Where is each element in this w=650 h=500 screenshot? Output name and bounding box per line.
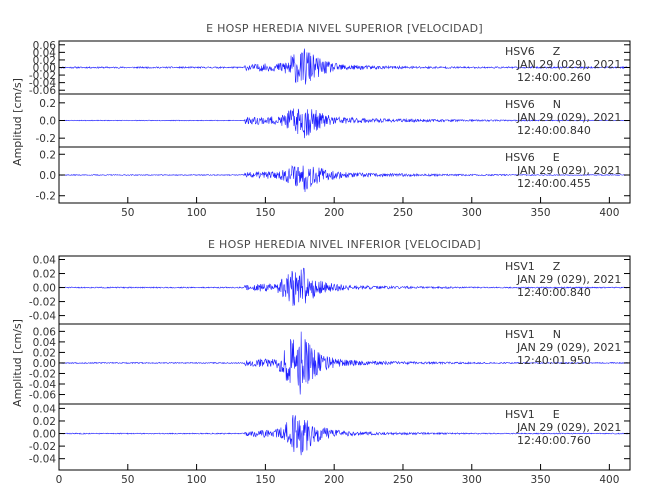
- x-tick-label: 100: [187, 474, 207, 486]
- y-tick-label: 0.06: [33, 40, 57, 52]
- date-annotation: JAN 29 (029), 2021: [516, 341, 621, 354]
- x-tick-label: 250: [393, 207, 413, 219]
- station-annotation: HSV1 Z: [505, 260, 561, 273]
- y-tick-label: 0.04: [33, 403, 57, 415]
- station-code: HSV6: [505, 45, 535, 58]
- x-tick-label: 400: [599, 474, 619, 486]
- y-tick-label: 0.02: [33, 347, 56, 359]
- x-tick-label: 200: [324, 207, 344, 219]
- component-code: Z: [553, 45, 561, 58]
- x-tick-label: 100: [187, 207, 207, 219]
- y-axis-label: Amplitud [cm/s]: [11, 319, 24, 407]
- x-tick-label: 50: [121, 207, 134, 219]
- y-tick-label: 0.04: [33, 337, 57, 349]
- x-tick-label: 0: [56, 474, 63, 486]
- y-tick-label: -0.04: [29, 379, 56, 391]
- panel-hsv1-n: -0.06-0.04-0.020.000.020.040.06 HSV1 NJAN …: [29, 323, 631, 405]
- chart-title: E HOSP HEREDIA NIVEL SUPERIOR [VELOCIDAD…: [206, 22, 483, 35]
- waveform-trace: [60, 267, 629, 306]
- date-annotation: JAN 29 (029), 2021: [516, 421, 621, 434]
- panel-hsv6-z: -0.06-0.04-0.020.000.020.040.06 HSV6 ZJAN …: [29, 40, 631, 97]
- y-tick-label: -0.02: [29, 441, 56, 453]
- y-tick-label: 0.0: [39, 116, 56, 128]
- station-annotation: HSV1 N: [505, 328, 561, 341]
- lower-figure: E HOSP HEREDIA NIVEL INFERIOR [VELOCIDAD…: [11, 238, 631, 486]
- y-tick-label: -0.2: [36, 133, 57, 145]
- date-annotation: JAN 29 (029), 2021: [516, 273, 621, 286]
- x-tick-label: 350: [531, 207, 551, 219]
- y-tick-label: -0.2: [36, 191, 57, 203]
- y-tick-label: -0.06: [29, 85, 56, 97]
- component-code: N: [553, 328, 561, 341]
- station-annotation: HSV6 N: [505, 98, 561, 111]
- time-annotation: 12:40:01.950: [517, 354, 591, 367]
- y-tick-label: -0.02: [29, 297, 56, 309]
- time-annotation: 12:40:00.455: [517, 177, 591, 190]
- time-annotation: 12:40:00.760: [517, 434, 591, 447]
- time-annotation: 12:40:00.840: [517, 124, 591, 137]
- x-tick-label: 150: [255, 207, 275, 219]
- x-tick-label: 400: [599, 207, 619, 219]
- date-annotation: JAN 29 (029), 2021: [516, 111, 621, 124]
- component-code: E: [553, 151, 560, 164]
- station-annotation: HSV6 Z: [505, 45, 561, 58]
- y-tick-label: 0.02: [33, 416, 56, 428]
- x-tick-label: 150: [255, 474, 275, 486]
- upper-figure: E HOSP HEREDIA NIVEL SUPERIOR [VELOCIDAD…: [11, 22, 631, 219]
- y-tick-label: 0.02: [33, 269, 56, 281]
- panel-frame: [58, 403, 631, 471]
- waveform-trace: [60, 108, 629, 139]
- waveform-trace: [60, 48, 629, 85]
- x-tick-label: 350: [531, 474, 551, 486]
- y-tick-label: -0.04: [29, 454, 56, 466]
- component-code: N: [553, 98, 561, 111]
- station-annotation: HSV1 E: [505, 408, 560, 421]
- y-tick-label: 0.00: [33, 358, 56, 370]
- x-tick-label: 300: [462, 207, 482, 219]
- y-tick-label: -0.04: [29, 311, 56, 323]
- y-tick-label: -0.02: [29, 368, 56, 380]
- time-annotation: 12:40:00.840: [517, 286, 591, 299]
- y-tick-label: 0.04: [33, 47, 57, 59]
- y-tick-label: 0.00: [33, 63, 56, 75]
- chart-title: E HOSP HEREDIA NIVEL INFERIOR [VELOCIDAD…: [208, 238, 481, 251]
- station-code: HSV1: [505, 260, 535, 273]
- component-code: Z: [553, 260, 561, 273]
- y-tick-label: 0.00: [33, 283, 56, 295]
- y-tick-label: 0.06: [33, 326, 57, 338]
- y-tick-label: -0.02: [29, 70, 56, 82]
- y-tick-label: 0.2: [39, 149, 56, 161]
- y-tick-label: 0.02: [33, 55, 56, 67]
- y-tick-label: 0.00: [33, 429, 56, 441]
- waveform-trace: [60, 331, 629, 395]
- station-annotation: HSV6 E: [505, 151, 560, 164]
- waveform-trace: [60, 415, 629, 456]
- x-tick-label: 300: [462, 474, 482, 486]
- x-tick-label: 250: [393, 474, 413, 486]
- y-tick-label: 0.04: [33, 255, 57, 267]
- x-tick-label: 200: [324, 474, 344, 486]
- station-code: HSV6: [505, 151, 535, 164]
- y-tick-label: -0.06: [29, 390, 56, 402]
- waveform-trace: [60, 165, 629, 193]
- station-code: HSV1: [505, 408, 535, 421]
- station-code: HSV1: [505, 328, 535, 341]
- y-axis-label: Amplitud [cm/s]: [11, 78, 24, 166]
- y-tick-label: 0.2: [39, 98, 56, 110]
- component-code: E: [553, 408, 560, 421]
- y-tick-label: 0.0: [39, 170, 56, 182]
- date-annotation: JAN 29 (029), 2021: [516, 164, 621, 177]
- time-annotation: 12:40:00.260: [517, 71, 591, 84]
- station-code: HSV6: [505, 98, 535, 111]
- y-tick-label: -0.04: [29, 78, 56, 90]
- x-tick-label: 50: [121, 474, 134, 486]
- date-annotation: JAN 29 (029), 2021: [516, 58, 621, 71]
